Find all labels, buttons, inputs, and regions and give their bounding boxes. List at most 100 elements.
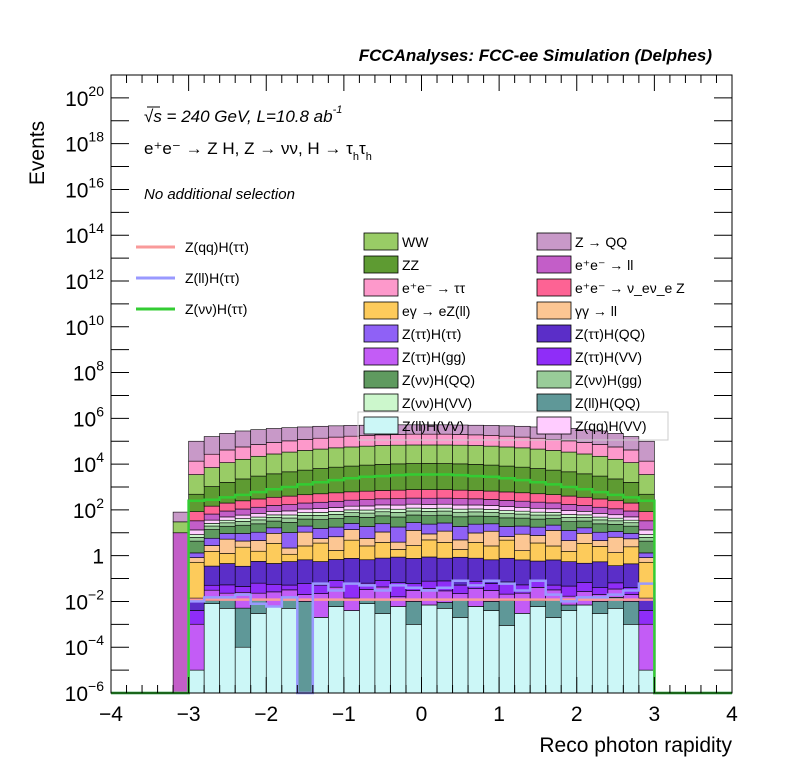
y-tick-label: 10−6 [65,678,105,706]
stack-bar [623,462,640,483]
stack-bar [390,463,407,491]
stack-bar [452,511,469,518]
stack-bar [234,586,252,593]
stack-bar [312,501,329,509]
stack-bar [188,669,205,694]
y-tick-label: 10−4 [65,632,105,660]
stack-bar [250,550,267,562]
stack-bar [607,608,624,694]
stack-bar [514,517,531,527]
stack-bar [328,492,345,502]
x-tick-label: −3 [177,703,201,726]
legend-backgrounds: WW Z → QQ ZZ e⁺e⁻ → ll e⁺e⁻ → ττ e⁺e⁻ → ν_eν_… [357,232,685,441]
stack-bar [514,425,531,438]
stack-bar [203,486,220,507]
stack-bar [514,584,531,594]
stack-bar [359,517,376,527]
stack-bar [188,460,205,475]
stack-bar [359,435,376,447]
stack-bar [312,437,329,450]
y-tick-label: 1018 [65,129,104,157]
stack-bar [328,550,345,560]
stack-bar [560,504,578,511]
legend-label: Z(qq)H(ττ) [185,239,249,255]
stack-bar [234,508,252,516]
stack-bar [607,524,624,532]
legend-label: e⁺e⁻ → ll [575,257,633,273]
stack-bar [234,500,252,510]
stack-bar [328,559,345,581]
signal-line-z-h- [111,473,732,695]
stack-bar [452,539,469,550]
stack-bar [328,436,345,449]
y-tick-label: 1016 [65,174,104,202]
stack-bar [483,499,500,506]
stack-bar [219,462,236,483]
stack-bar [467,532,484,543]
stack-bar [529,514,546,520]
legend-fill-swatch [363,416,399,435]
legend-fill-swatch [363,232,399,251]
stack-bar [250,498,267,508]
x-tick-label: −4 [99,703,123,726]
stack-bar [296,525,314,533]
stack-bar [343,425,360,437]
stack-bar [219,519,236,524]
stack-bar [281,471,298,497]
stack-bar [405,444,422,464]
stack-bar [203,467,220,487]
stack-bar [576,562,593,583]
stack-bar [591,601,609,614]
stack-bar [188,623,205,671]
stack-bar [436,608,453,694]
stack-bar [281,532,298,549]
x-tick-labels: −4 −3 −2 −1 0 1 2 3 4 [99,703,738,726]
stack-bar [203,513,220,521]
stack-bar [312,448,329,469]
y-tick-label: 1010 [65,312,104,340]
stack-z-h-qq- [188,514,655,554]
stack-bar [436,510,453,516]
legend-fill-swatch [536,278,572,297]
stack-bar [452,526,469,541]
x-axis-title: Reco photon rapidity [539,734,732,757]
stack-bar [188,440,205,462]
stack-bar [638,511,655,522]
stack-bar [281,517,298,523]
stack-bar [265,517,283,522]
stack-bar [514,507,531,512]
stack-bar [638,557,655,563]
stack-bar [343,435,360,448]
stack-bar [607,458,624,480]
stack-bar [591,540,609,547]
stack-bar [359,545,376,561]
stack-bar [374,511,391,517]
stack-bar [390,444,407,465]
stack-bar [467,498,484,506]
stack-bar [452,504,469,510]
stack-bar [452,516,469,527]
stack-bar [359,505,376,511]
stack-bar [483,490,500,500]
stack-bar [529,600,546,607]
stack-bar [250,455,267,477]
stack-bar [545,469,562,495]
stack-bar [607,478,624,502]
stack-bar [312,617,329,694]
stack-bar [265,505,283,512]
y-tick-label: 102 [73,495,104,523]
stack-bar [390,596,407,607]
stack-bar [467,511,484,517]
stack-bar [483,583,500,591]
stack-bar [188,610,205,625]
legend-label: Z(ττ)H(QQ) [575,326,645,342]
stack-bar [452,444,469,465]
stack-bar [203,529,220,539]
stack-bar [281,510,298,516]
stack-bar [498,446,515,467]
stack-bar [172,532,189,694]
energy-exponent: -1 [333,104,343,116]
stack-bar [343,529,360,541]
stack-bar [576,473,593,498]
stack-bar [390,556,407,583]
